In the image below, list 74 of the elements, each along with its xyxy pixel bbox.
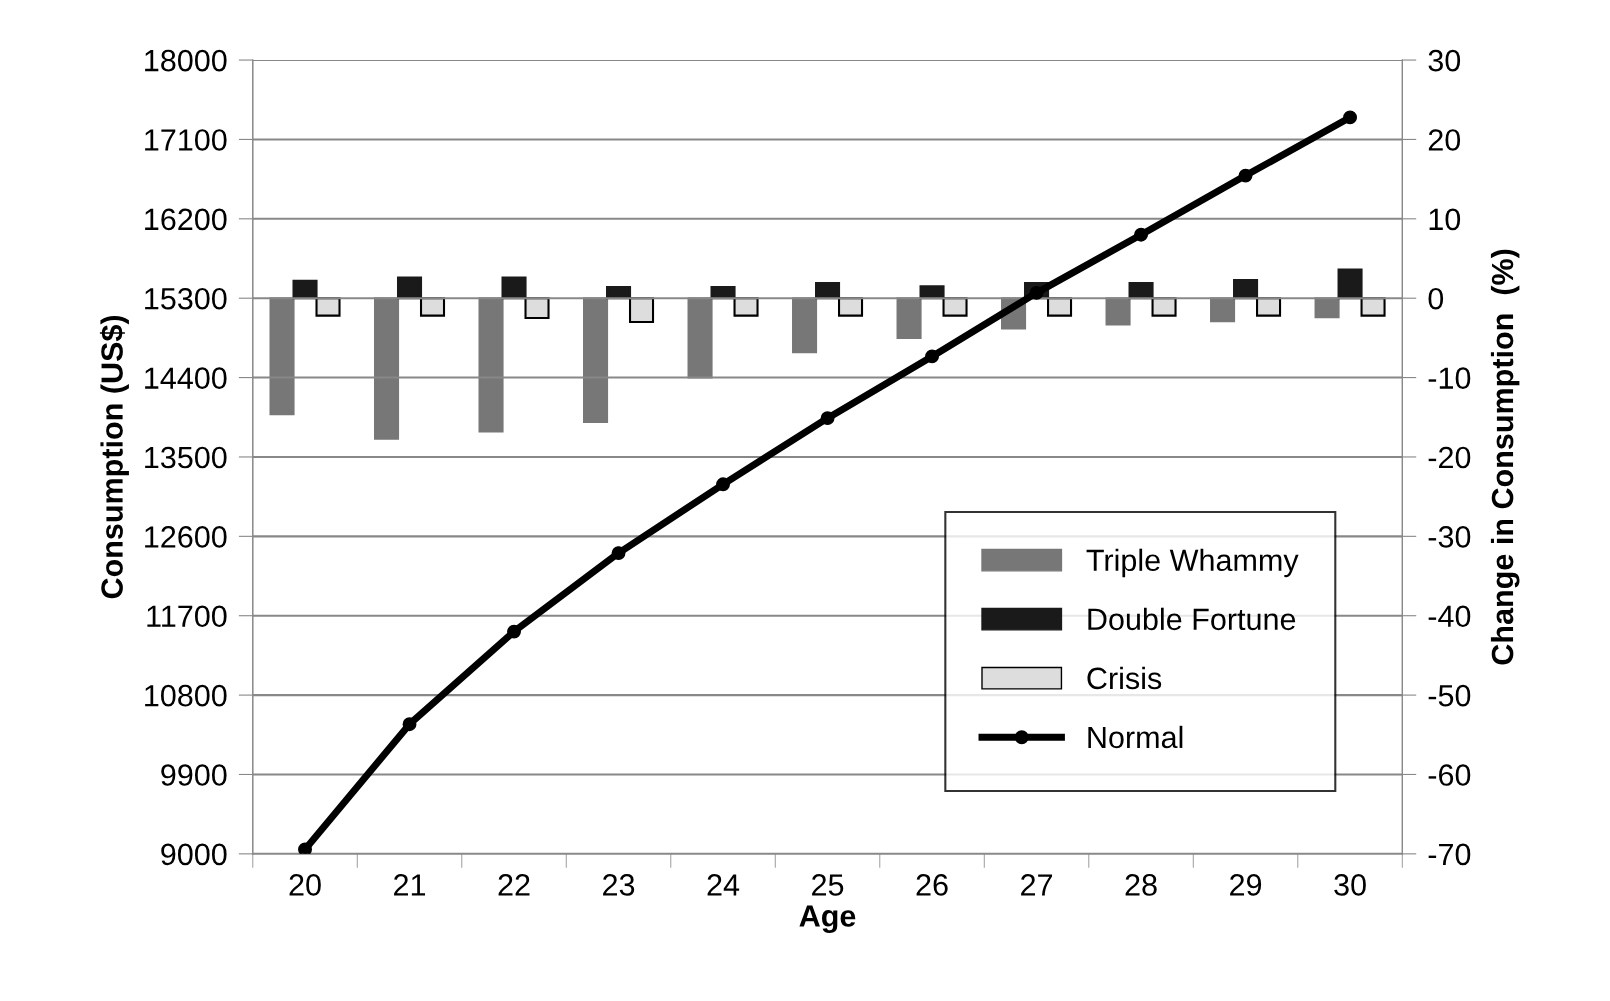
y-tick-label: 9900: [161, 764, 227, 786]
bar: [419, 297, 446, 317]
y2-tick-label: -20: [1428, 446, 1471, 469]
legend-label: Triple Whammy: [1086, 548, 1299, 578]
bar: [524, 297, 550, 320]
y-tick-label: 12600: [145, 526, 227, 548]
y2-tick-label: 10: [1429, 208, 1461, 231]
y2-axis-title: Change in Consumption (%): [1490, 249, 1520, 665]
x-tick-label: 30: [1334, 874, 1366, 896]
y-tick-label: 17100: [145, 129, 227, 151]
legend-label: Normal: [1088, 725, 1183, 749]
x-axis-title: Age: [799, 905, 856, 934]
bar: [838, 297, 864, 317]
x-tick-label: 27: [1021, 874, 1053, 896]
y2-tick-label: 20: [1428, 129, 1461, 151]
bar: [1360, 297, 1386, 317]
bar: [792, 297, 818, 354]
y-tick-label: 11700: [147, 605, 227, 628]
bar: [628, 297, 655, 324]
x-tick-label: 26: [916, 874, 948, 896]
point: [925, 349, 939, 364]
point: [298, 842, 312, 854]
bar: [1256, 297, 1282, 317]
point: [820, 411, 835, 426]
point: [402, 717, 417, 732]
x-tick-label: 29: [1230, 874, 1262, 896]
bar: [269, 297, 295, 416]
y2-tick-label: 30: [1428, 49, 1461, 72]
bar: [687, 297, 713, 379]
bar: [1047, 297, 1073, 317]
bar: [501, 276, 527, 300]
bar: [1210, 297, 1236, 323]
y-tick-label: 13500: [145, 446, 227, 469]
x-tick-label: 23: [603, 874, 635, 896]
y2-tick-label: -40: [1428, 605, 1471, 628]
bar: [315, 297, 341, 317]
y2-tick-label: -70: [1428, 843, 1471, 866]
legend-label: Crisis: [1087, 666, 1162, 690]
bar: [292, 279, 318, 300]
bar: [733, 297, 759, 317]
point: [716, 477, 730, 492]
y2-tick-label: -50: [1428, 684, 1471, 707]
y-tick-label: 10800: [145, 684, 227, 707]
y2-tick-label: -30: [1428, 526, 1471, 548]
point: [1238, 168, 1253, 183]
point: [611, 546, 626, 561]
point: [1343, 110, 1358, 125]
legend-label: Double Fortune: [1088, 607, 1296, 631]
bar: [942, 297, 968, 317]
bar: [1337, 268, 1363, 300]
bar: [374, 297, 400, 440]
y2-tick-label: -60: [1428, 764, 1471, 786]
y-tick-label: 16200: [145, 208, 227, 231]
bar: [478, 297, 504, 433]
point: [507, 624, 521, 639]
bar: [583, 297, 609, 424]
y2-tick-label: -10: [1428, 367, 1471, 389]
y-tick-label: 9000: [161, 843, 227, 866]
y-tick-label: 15300: [145, 287, 227, 310]
bar: [896, 297, 922, 339]
x-tick-label: 21: [394, 874, 426, 896]
y2-tick-label: 0: [1428, 287, 1444, 310]
x-tick-label: 28: [1125, 874, 1157, 896]
y-axis-title: Consumption (US$): [99, 315, 129, 599]
bar: [1314, 297, 1340, 319]
bar: [1105, 297, 1131, 326]
bar: [1151, 297, 1177, 317]
x-tick-label: 22: [498, 874, 530, 896]
point: [1134, 227, 1148, 242]
y-tick-label: 14400: [145, 367, 227, 389]
x-tick-label: 24: [707, 874, 740, 896]
x-tick-label: 20: [289, 874, 321, 896]
y-tick-label: 18000: [145, 49, 227, 72]
x-tick-label: 25: [812, 874, 844, 896]
